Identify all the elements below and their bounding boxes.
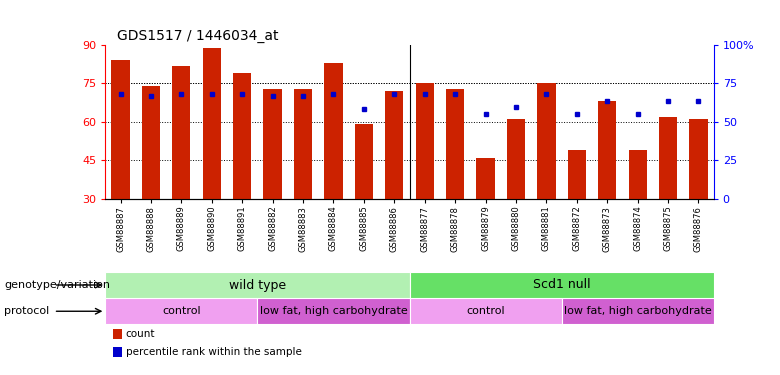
Bar <box>257 298 410 324</box>
Text: Scd1 null: Scd1 null <box>533 279 590 291</box>
Text: percentile rank within the sample: percentile rank within the sample <box>126 347 301 357</box>
Text: wild type: wild type <box>229 279 286 291</box>
Text: control: control <box>162 306 200 316</box>
Bar <box>446 88 464 199</box>
Bar <box>385 91 403 199</box>
Text: low fat, high carbohydrate: low fat, high carbohydrate <box>564 306 711 316</box>
Bar <box>477 158 495 199</box>
Bar <box>410 298 562 324</box>
Bar <box>355 124 373 199</box>
Text: count: count <box>126 329 155 339</box>
Bar <box>233 73 251 199</box>
Bar <box>598 101 616 199</box>
Bar <box>105 272 410 298</box>
Bar <box>507 119 525 199</box>
Bar <box>112 60 129 199</box>
Bar <box>105 298 257 324</box>
Bar <box>324 63 342 199</box>
Bar <box>294 88 312 199</box>
Bar <box>537 84 555 199</box>
Bar <box>629 150 647 199</box>
Text: genotype/variation: genotype/variation <box>4 280 110 290</box>
Bar <box>142 86 160 199</box>
Text: control: control <box>466 306 505 316</box>
Text: protocol: protocol <box>4 306 49 316</box>
Bar <box>568 150 586 199</box>
Text: low fat, high carbohydrate: low fat, high carbohydrate <box>260 306 407 316</box>
Bar <box>203 48 221 199</box>
Bar <box>562 298 714 324</box>
Bar <box>410 272 714 298</box>
Bar <box>659 117 677 199</box>
Bar <box>690 119 707 199</box>
Bar <box>416 84 434 199</box>
Bar <box>264 88 282 199</box>
Text: GDS1517 / 1446034_at: GDS1517 / 1446034_at <box>118 28 279 43</box>
Bar <box>172 66 190 199</box>
